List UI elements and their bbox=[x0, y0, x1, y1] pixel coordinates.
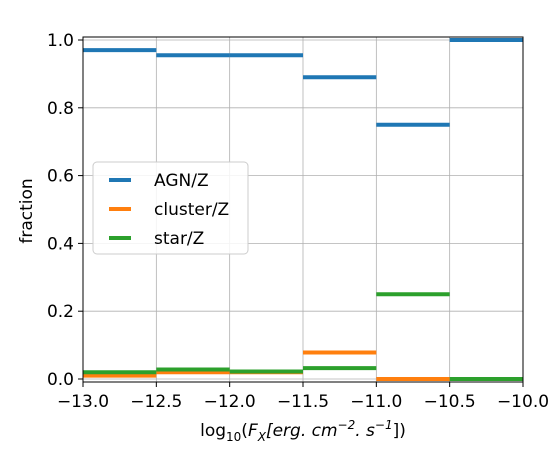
x-axis-label-base-sub: 10 bbox=[226, 430, 241, 444]
x-tick-label: −12.0 bbox=[204, 392, 256, 412]
legend-label: cluster/Z bbox=[154, 200, 229, 220]
y-tick-label: 0.6 bbox=[47, 167, 74, 187]
x-tick-label: −11.0 bbox=[350, 392, 402, 412]
x-axis-label-close: ]) bbox=[393, 421, 406, 441]
legend: AGN/Z cluster/Z star/Z bbox=[92, 161, 249, 255]
x-tick-label: −12.5 bbox=[130, 392, 182, 412]
y-axis-ticks: 0.0 0.2 0.4 0.6 0.8 1.0 bbox=[47, 31, 83, 390]
x-tick-label: −11.5 bbox=[277, 392, 329, 412]
x-axis-label-open: ( bbox=[241, 421, 248, 441]
x-tick-label: −10.0 bbox=[497, 392, 549, 412]
series-layer bbox=[83, 38, 523, 381]
y-tick-label: 0.0 bbox=[47, 370, 74, 390]
x-tick-label: −10.5 bbox=[424, 392, 476, 412]
series-agn-z bbox=[83, 38, 523, 127]
legend-label: AGN/Z bbox=[154, 171, 209, 191]
legend-label: star/Z bbox=[154, 229, 204, 249]
x-axis-label-exp-b: −1 bbox=[375, 418, 393, 432]
legend-box bbox=[92, 161, 249, 255]
y-tick-label: 0.8 bbox=[47, 99, 74, 119]
y-axis-label: fraction bbox=[17, 178, 37, 243]
x-axis-label-base: log bbox=[200, 421, 226, 441]
x-axis-label-var-sub: X bbox=[257, 430, 267, 444]
x-tick-label: −13.0 bbox=[57, 392, 109, 412]
y-tick-label: 0.4 bbox=[47, 234, 74, 254]
x-axis-label-unit-b: . s bbox=[355, 421, 375, 441]
x-axis-label-exp-a: −2 bbox=[338, 418, 356, 432]
series-star-z bbox=[83, 292, 523, 381]
x-axis-label: log10(FX[erg. cm−2. s−1]) bbox=[200, 418, 406, 444]
x-axis-label-var: F bbox=[248, 421, 258, 441]
x-axis-label-unit-a: [erg. cm bbox=[266, 421, 338, 441]
y-tick-label: 1.0 bbox=[47, 31, 74, 51]
y-tick-label: 0.2 bbox=[47, 302, 74, 322]
x-axis-ticks: −13.0 −12.5 −12.0 −11.5 −11.0 −10.5 −10.0 bbox=[57, 382, 549, 412]
